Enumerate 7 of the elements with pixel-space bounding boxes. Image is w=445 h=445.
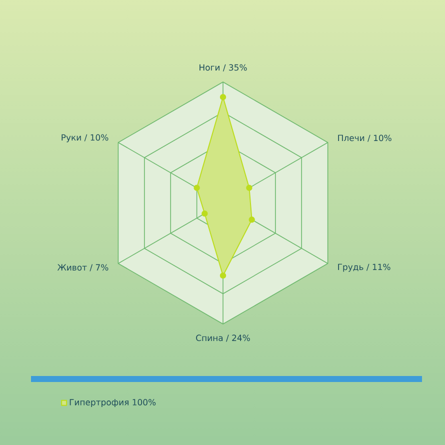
spoke-label: Живот / 7% — [57, 264, 108, 272]
spoke-label: Грудь / 11% — [338, 264, 390, 272]
spoke-label: Спина / 24% — [196, 334, 250, 342]
legend-label: Гипертрофия 100% — [70, 399, 156, 408]
spoke-label: Руки / 10% — [62, 134, 108, 142]
spoke-label: Ноги / 35% — [200, 64, 247, 72]
spoke-label: Плечи / 10% — [338, 134, 392, 142]
